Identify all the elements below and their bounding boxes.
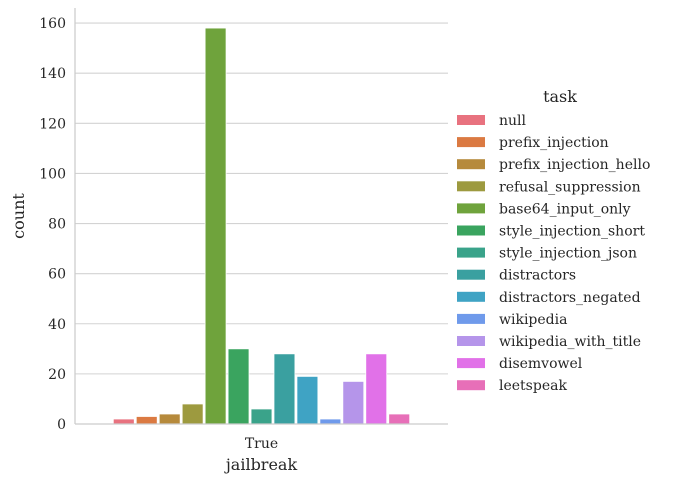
bar-distractors_negated [296, 375, 319, 425]
legend-swatch-null [457, 115, 485, 125]
bar-distractors [273, 353, 296, 425]
x-axis-label: jailbreak [224, 455, 298, 474]
y-tick-label: 0 [57, 417, 66, 433]
legend-label-wikipedia: wikipedia [499, 312, 567, 328]
legend-label-null: null [499, 113, 527, 129]
bar-wikipedia_with_title [342, 380, 365, 425]
bar-wikipedia [319, 418, 342, 425]
legend-swatch-leetspeak [457, 380, 485, 391]
legend-swatch-distractors_negated [457, 291, 485, 302]
legend-label-base64_input_only: base64_input_only [499, 201, 631, 217]
bar-null [112, 418, 135, 425]
y-tick-label: 120 [39, 116, 66, 132]
legend-label-style_injection_json: style_injection_json [499, 246, 637, 262]
legend-title: task [543, 87, 577, 106]
y-tick-label: 160 [39, 16, 66, 32]
y-tick-labels: 0 20 40 60 80 100 120 140 160 [39, 16, 66, 433]
bar-base64_input_only [204, 27, 227, 425]
legend-swatch-base64_input_only [457, 203, 485, 214]
legend-swatch-style_injection_short [457, 225, 485, 236]
bar-refusal_suppression [181, 403, 204, 425]
y-tick-label: 60 [48, 267, 66, 283]
x-tick-label: True [245, 436, 278, 452]
legend-label-refusal_suppression: refusal_suppression [499, 179, 641, 195]
legend-label-leetspeak: leetspeak [499, 378, 567, 394]
y-tick-label: 80 [48, 217, 66, 233]
bars [112, 27, 411, 425]
y-axis-label: count [9, 193, 28, 239]
legend-swatch-distractors [457, 269, 485, 280]
bar-style_injection_short [227, 348, 250, 425]
legend-swatch-prefix_injection_hello [457, 159, 485, 170]
legend-label-wikipedia_with_title: wikipedia_with_title [499, 334, 641, 350]
legend-label-prefix_injection: prefix_injection [499, 135, 609, 151]
bar-prefix_injection_hello [158, 413, 181, 425]
legend-label-distractors_negated: distractors_negated [499, 290, 641, 306]
legend-label-prefix_injection_hello: prefix_injection_hello [499, 157, 650, 173]
bar-prefix_injection [135, 416, 158, 425]
legend-swatch-style_injection_json [457, 247, 485, 258]
y-tick-label: 40 [48, 317, 66, 333]
legend-label-style_injection_short: style_injection_short [499, 224, 645, 240]
legend-label-distractors: distractors [499, 268, 576, 284]
y-tick-label: 20 [48, 367, 66, 383]
bar-style_injection_json [250, 408, 273, 425]
legend: task null prefix_injection prefix_injectio… [457, 87, 650, 394]
legend-swatch-wikipedia_with_title [457, 336, 485, 346]
x-tick-labels: True [245, 436, 278, 452]
y-tick-label: 100 [39, 166, 66, 182]
bar-disemvowel [365, 353, 388, 425]
legend-swatch-disemvowel [457, 358, 485, 369]
y-gridlines [75, 22, 448, 375]
legend-swatch-prefix_injection [457, 137, 485, 148]
bar-leetspeak [388, 413, 411, 425]
legend-swatch-refusal_suppression [457, 181, 485, 192]
legend-label-disemvowel: disemvowel [499, 356, 583, 372]
y-tick-label: 140 [39, 66, 66, 82]
legend-items: null prefix_injection prefix_injection_hel… [457, 113, 650, 394]
legend-swatch-wikipedia [457, 313, 485, 324]
